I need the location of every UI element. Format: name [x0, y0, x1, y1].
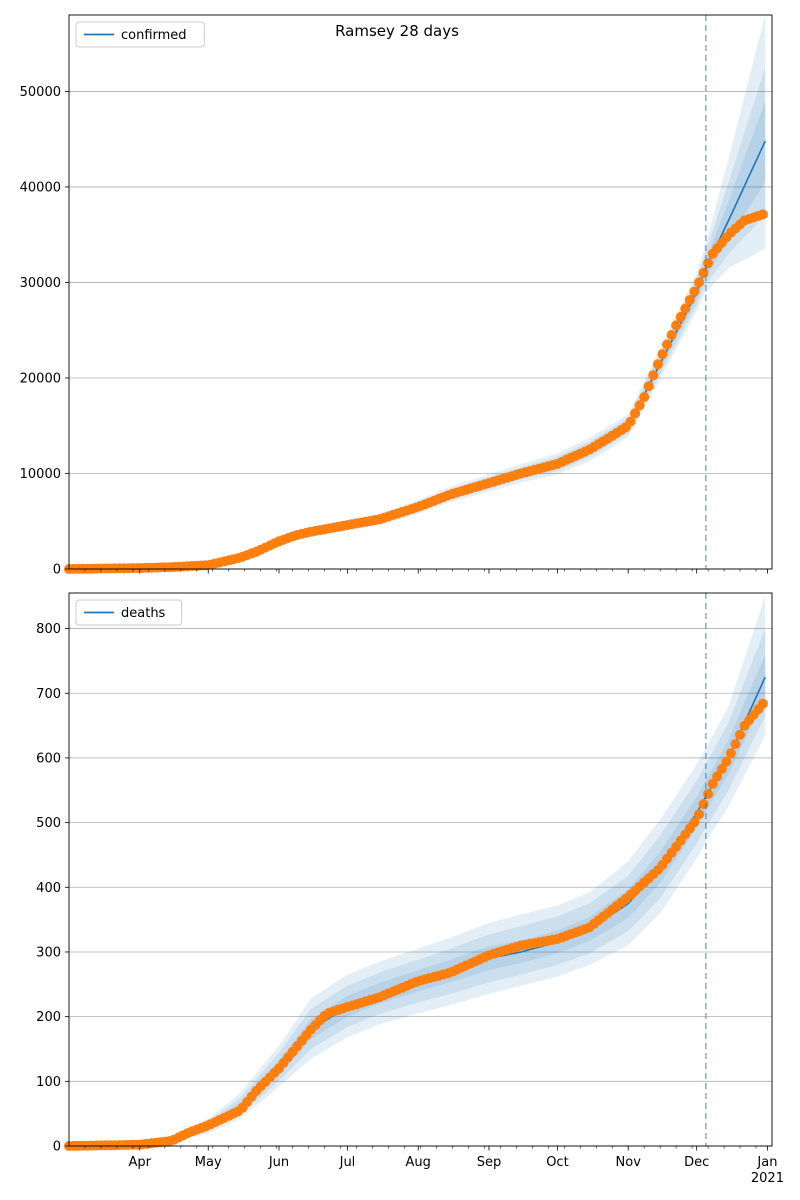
figure-title: Ramsey 28 days [335, 22, 459, 40]
y-tick-label: 600 [36, 751, 61, 766]
legend-box [75, 599, 183, 626]
observed-point [730, 739, 741, 750]
observed-point [757, 698, 768, 709]
y-tick-label: 30000 [20, 276, 61, 291]
observed-point [689, 817, 700, 828]
y-tick-label: 400 [36, 881, 61, 896]
uncertainty-band [69, 15, 766, 569]
y-tick-label: 700 [36, 687, 61, 702]
observed-point [712, 771, 723, 782]
observed-point [725, 748, 736, 759]
observed-point [694, 809, 704, 820]
observed-point [639, 392, 650, 403]
observed-point [671, 320, 682, 331]
y-tick-label: 800 [36, 622, 61, 637]
y-tick-label: 200 [36, 1010, 61, 1025]
observed-point [735, 729, 745, 740]
x-tick-label: Oct [546, 1155, 568, 1170]
y-tick-label: 40000 [20, 180, 61, 195]
observed-point [643, 381, 654, 392]
observed-point [648, 370, 659, 381]
uncertainty-band [69, 67, 766, 569]
x-tick-label: Nov [616, 1155, 642, 1170]
x-tick-label: Apr [129, 1155, 152, 1170]
observed-point [666, 330, 677, 340]
axes-frame [68, 14, 773, 570]
x-year-label: 2021 [751, 1171, 784, 1186]
uncertainty-band [69, 596, 766, 1146]
observed-point [703, 789, 714, 799]
observed-point [698, 799, 709, 810]
legend-box [75, 21, 205, 48]
legend: deaths [75, 599, 183, 626]
deaths-panel: 0 100 200 300 400 500 600 700 800 Apr May Jun Jul Aug… [36, 592, 784, 1186]
y-tick-label: 0 [53, 563, 61, 578]
confirmed-panel: 0 10000 20000 30000 40000 50000 confirmed [20, 14, 773, 578]
y-tick-label: 100 [36, 1075, 61, 1090]
observed-point [684, 295, 695, 305]
observed-point [652, 359, 663, 370]
observed-point [680, 303, 691, 314]
y-tick-label: 20000 [20, 371, 61, 386]
x-tick-label: Jul [339, 1155, 356, 1170]
uncertainty-band [69, 628, 766, 1146]
observed-point [716, 764, 727, 774]
observed-point [634, 400, 645, 411]
y-tick-label: 0 [53, 1140, 61, 1155]
x-tick-label: Sep [477, 1155, 502, 1170]
y-tick-label: 500 [36, 816, 61, 831]
x-tick-label: Jun [268, 1155, 289, 1170]
y-tick-label: 10000 [20, 467, 61, 482]
legend-label: confirmed [121, 28, 187, 43]
observed-point [675, 311, 686, 322]
uncertainty-band [69, 101, 766, 569]
observed-point [689, 286, 700, 297]
observed-point [625, 416, 636, 427]
observed-point [757, 209, 768, 220]
observed-point [698, 267, 709, 278]
observed-point [721, 756, 732, 767]
observed-point [707, 778, 718, 789]
y-tick-label: 300 [36, 945, 61, 960]
x-tick-label: Dec [684, 1155, 709, 1170]
observed-point [662, 339, 672, 350]
observed-point [703, 258, 714, 269]
x-tick-label: Jan [756, 1155, 777, 1170]
x-tick-label: Aug [406, 1155, 431, 1170]
legend: confirmed [75, 21, 205, 48]
legend-label: deaths [121, 606, 166, 621]
observed-point [694, 277, 704, 288]
x-tick-label: May [195, 1155, 222, 1170]
y-tick-label: 50000 [20, 85, 61, 100]
observed-point [657, 349, 668, 360]
observed-point [630, 408, 641, 419]
